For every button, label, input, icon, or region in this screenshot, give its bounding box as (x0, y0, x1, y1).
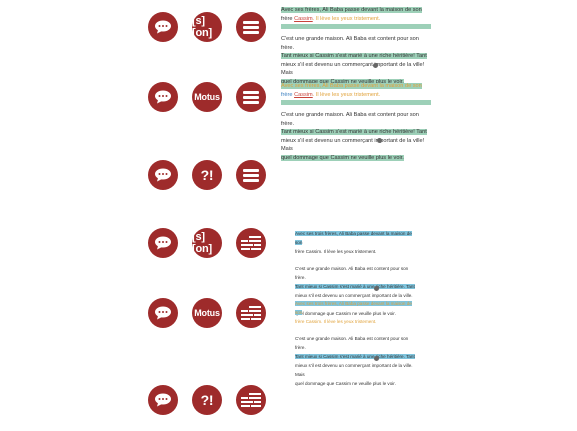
speech-bubble-icon[interactable] (148, 82, 178, 112)
syllable-button[interactable]: [s][on] (192, 12, 222, 42)
text-line: C'est une grande maison. Ali Baba est co… (295, 266, 409, 280)
text-line: frère (281, 15, 295, 22)
speech-bubble-icon (155, 306, 171, 320)
text-lines-icon (241, 306, 261, 320)
lines-icon[interactable] (236, 228, 266, 258)
menu-icon[interactable] (236, 160, 266, 190)
speech-bubble-icon[interactable] (148, 228, 178, 258)
text-panel-4: Avec ses trois frères, Ali Baba passe de… (295, 299, 420, 388)
speech-bubble-icon (155, 168, 171, 182)
text-line: mieux s'il est devenu un commerçant impo… (281, 137, 425, 153)
drag-handle[interactable] (374, 286, 379, 291)
syllable-label: [s][on] (192, 231, 212, 255)
speech-bubble-icon (155, 20, 171, 34)
text-lines-icon (241, 393, 261, 407)
motus-button[interactable]: Motus (192, 82, 222, 112)
text-line: quel dommage que Cassim ne veuille plus … (281, 78, 404, 85)
speech-bubble-icon (155, 90, 171, 104)
question-exclaim-label: ?! (200, 167, 214, 183)
text-panel-2: Avec ses frères, Ali Baba passe devant l… (281, 82, 431, 162)
motus-label: Motus (194, 92, 220, 102)
text-line: Avec ses frères, Ali Baba passe devant l… (281, 7, 422, 13)
drag-handle[interactable] (377, 138, 382, 143)
paragraph-1: Avec ses trois frères, Ali Baba passe de… (295, 229, 420, 256)
paragraph-1: Avec ses frères, Ali Baba passe devant l… (281, 82, 431, 99)
question-exclaim-button[interactable]: ?! (192, 385, 222, 415)
text-line: mieux s'il est devenu un commerçant impo… (281, 61, 425, 77)
lines-icon[interactable] (236, 298, 266, 328)
text-line: frère Cassim. Il lève les yeux tristemen… (295, 319, 377, 324)
paragraph-1: Avec ses trois frères, Ali Baba passe de… (295, 299, 420, 326)
text-line: Tant mieux si Cassim s'est marié à une r… (281, 129, 427, 135)
text-lines-icon (241, 236, 261, 250)
paragraph-1: Avec ses frères, Ali Baba passe devant l… (281, 6, 431, 23)
speech-bubble-icon[interactable] (148, 298, 178, 328)
text-line: C'est une grande maison. Ali Baba est co… (295, 336, 409, 350)
text-line: C'est une grande maison. Ali Baba est co… (281, 36, 419, 51)
highlight-bar (281, 100, 431, 105)
text-line: quel dommage que Cassim ne veuille plus … (295, 381, 396, 386)
motus-label: Motus (194, 308, 220, 318)
text-line: quel dommage que Cassim ne veuille plus … (295, 311, 396, 316)
text-line: . Il lève les yeux tristement. (312, 15, 381, 22)
syllable-label: [s][on] (192, 15, 212, 39)
text-panel-3: Avec ses trois frères, Ali Baba passe de… (295, 229, 420, 318)
text-line: Avec ses trois frères, Ali Baba passe de… (295, 301, 412, 315)
name-word: Cassim (294, 15, 313, 22)
text-line: Avec ses frères, Ali Baba passe devant l… (281, 83, 422, 89)
question-exclaim-label: ?! (200, 392, 214, 408)
question-exclaim-button[interactable]: ?! (192, 160, 222, 190)
hamburger-icon (243, 90, 259, 104)
hamburger-icon (243, 168, 259, 182)
text-line: Tant mieux si Cassim s'est marié à une r… (281, 53, 427, 59)
paragraph-2: C'est une grande maison. Ali Baba est co… (281, 111, 431, 162)
text-line: frère Cassim. Il lève les yeux tristemen… (295, 249, 377, 254)
drag-handle[interactable] (374, 356, 379, 361)
speech-bubble-icon[interactable] (148, 12, 178, 42)
speech-bubble-icon (155, 236, 171, 250)
text-line: . Il lève les yeux tristement. (312, 91, 381, 98)
paragraph-2: C'est une grande maison. Ali Baba est co… (295, 334, 420, 388)
menu-icon[interactable] (236, 82, 266, 112)
text-line: Tant mieux si Cassim s'est marié à une r… (295, 354, 415, 359)
lines-icon[interactable] (236, 385, 266, 415)
speech-bubble-icon[interactable] (148, 160, 178, 190)
speech-bubble-icon (155, 393, 171, 407)
syllable-button[interactable]: [s][on] (192, 228, 222, 258)
text-line: quel dommage que Cassim ne veuille plus … (281, 154, 404, 161)
paragraph-2: C'est une grande maison. Ali Baba est co… (281, 35, 431, 86)
motus-button[interactable]: Motus (192, 298, 222, 328)
hamburger-icon (243, 20, 259, 34)
drag-handle[interactable] (373, 63, 378, 68)
speech-bubble-icon[interactable] (148, 385, 178, 415)
text-line: C'est une grande maison. Ali Baba est co… (281, 112, 419, 127)
text-line: Tant mieux si Cassim s'est marié à une r… (295, 284, 415, 289)
menu-icon[interactable] (236, 12, 266, 42)
name-word: Cassim (294, 91, 313, 98)
text-line: mieux s'il est devenu un commerçant impo… (295, 363, 413, 377)
text-line: frère (281, 91, 295, 98)
text-line: Avec ses trois frères, Ali Baba passe de… (295, 231, 412, 245)
text-panel-1: Avec ses frères, Ali Baba passe devant l… (281, 6, 431, 86)
highlight-bar (281, 24, 431, 29)
